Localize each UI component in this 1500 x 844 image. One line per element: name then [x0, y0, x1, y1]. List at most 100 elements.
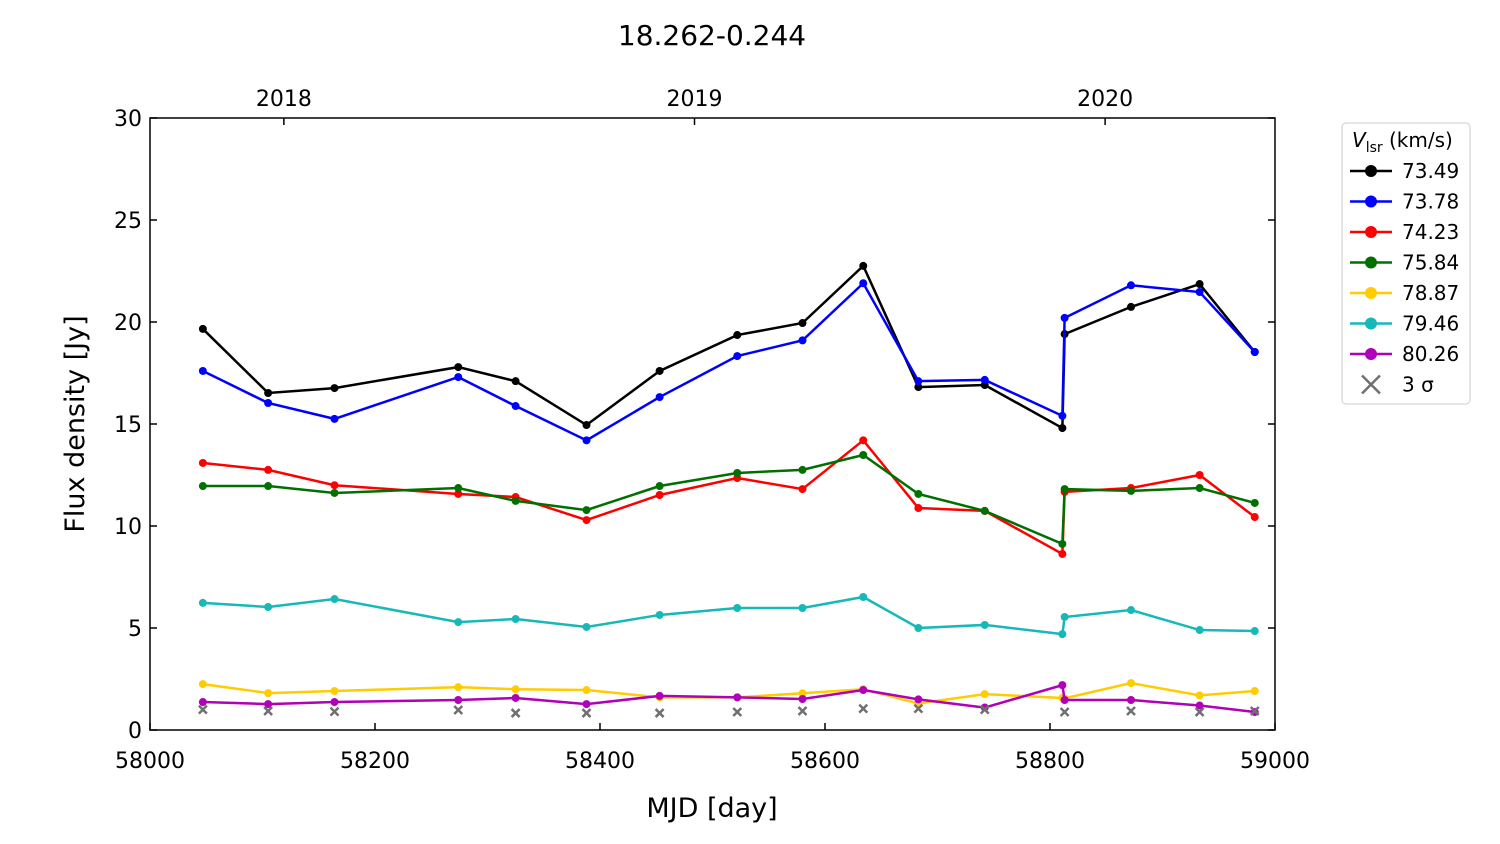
data-point — [1127, 281, 1135, 290]
data-point — [1195, 280, 1204, 289]
data-point — [330, 384, 339, 393]
data-point — [264, 689, 273, 698]
data-point — [198, 698, 207, 707]
data-point — [859, 261, 868, 270]
y-tick-label: 5 — [128, 617, 142, 642]
y-tick-label: 10 — [114, 515, 142, 540]
data-point — [798, 336, 807, 345]
data-point — [859, 279, 868, 288]
data-point — [330, 595, 339, 604]
legend-label: 3 σ — [1402, 373, 1434, 397]
data-point — [914, 695, 923, 704]
series-80.26 — [198, 681, 1259, 717]
legend-marker — [1365, 348, 1377, 360]
legend-label: 74.23 — [1402, 220, 1459, 244]
data-point — [733, 468, 742, 477]
data-point — [264, 602, 273, 611]
data-point — [198, 324, 207, 333]
data-point — [798, 319, 807, 328]
data-point — [198, 366, 207, 375]
top-tick-label: 2020 — [1077, 87, 1133, 112]
series-3-sigma — [197, 703, 1260, 718]
data-point — [1195, 484, 1204, 493]
data-point — [1250, 687, 1259, 696]
x-axis-label: MJD [day] — [646, 793, 777, 824]
y-tick-label: 0 — [128, 719, 142, 744]
y-tick-label: 30 — [114, 107, 142, 132]
data-point — [1058, 424, 1067, 433]
legend-sigma-marker — [1361, 374, 1381, 395]
legend-label: 73.78 — [1402, 190, 1459, 214]
data-point — [511, 496, 520, 505]
data-point — [655, 610, 664, 619]
data-point — [798, 694, 807, 703]
data-point — [655, 482, 664, 491]
data-point — [1195, 471, 1204, 479]
data-point — [798, 485, 807, 494]
data-point — [980, 620, 989, 629]
sigma-marker — [1126, 706, 1136, 716]
data-point — [914, 377, 923, 386]
data-point — [1127, 302, 1135, 311]
data-point — [582, 421, 591, 430]
data-point — [914, 383, 923, 392]
data-point — [264, 482, 273, 491]
data-point — [330, 698, 339, 707]
data-point — [1250, 347, 1259, 356]
data-point — [1058, 549, 1067, 558]
data-point — [1060, 612, 1069, 621]
data-point — [264, 388, 273, 397]
data-point — [454, 683, 463, 692]
data-point — [198, 482, 207, 491]
x-tick-label: 58000 — [115, 749, 185, 774]
data-point — [1060, 696, 1069, 705]
data-point — [198, 458, 207, 467]
legend-label: 80.26 — [1402, 342, 1459, 366]
data-point — [655, 366, 664, 375]
data-point — [1058, 539, 1067, 548]
legend-label: 73.49 — [1402, 159, 1459, 183]
data-point — [330, 481, 339, 490]
data-point — [1250, 627, 1259, 636]
data-point — [582, 700, 591, 709]
data-point — [859, 436, 868, 445]
legend-marker — [1365, 317, 1377, 330]
data-point — [582, 436, 591, 445]
data-point — [264, 465, 273, 474]
series-73.78 — [198, 279, 1259, 445]
sigma-marker — [1249, 706, 1260, 716]
data-point — [198, 680, 207, 689]
series-78.87 — [198, 679, 1259, 708]
y-tick-label: 15 — [114, 413, 142, 438]
data-point — [655, 393, 664, 402]
data-point — [798, 465, 807, 474]
data-point — [980, 703, 989, 712]
data-point — [1058, 681, 1067, 690]
data-point — [914, 504, 923, 513]
data-point — [582, 506, 591, 515]
sigma-marker — [858, 703, 869, 714]
data-point — [733, 352, 742, 361]
series-line — [202, 281, 1256, 442]
legend-label: 78.87 — [1402, 281, 1459, 305]
data-point — [264, 700, 273, 709]
data-point — [859, 592, 868, 601]
data-point — [582, 686, 591, 695]
data-point — [198, 598, 207, 607]
y-tick-label: 20 — [114, 311, 142, 336]
legend: Vlsr (km/s) 73.49 73.78 74.23 75.84 78.87 79.… — [1341, 122, 1471, 405]
data-point — [454, 618, 463, 627]
series-79.46 — [198, 592, 1259, 639]
data-point — [511, 377, 520, 386]
data-point — [798, 689, 807, 698]
x-tick-label: 58400 — [565, 749, 635, 774]
data-point — [655, 490, 664, 499]
legend-label: 79.46 — [1402, 312, 1459, 336]
y-axis-label: Flux density [Jy] — [60, 315, 91, 532]
data-point — [798, 604, 807, 613]
chart-title: 18.262-0.244 — [618, 19, 806, 52]
legend-title: Vlsr (km/s) — [1352, 128, 1453, 156]
data-point — [980, 506, 989, 515]
data-point — [1058, 411, 1067, 420]
